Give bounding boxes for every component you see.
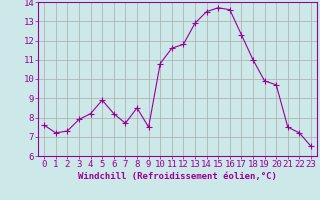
X-axis label: Windchill (Refroidissement éolien,°C): Windchill (Refroidissement éolien,°C) (78, 172, 277, 181)
